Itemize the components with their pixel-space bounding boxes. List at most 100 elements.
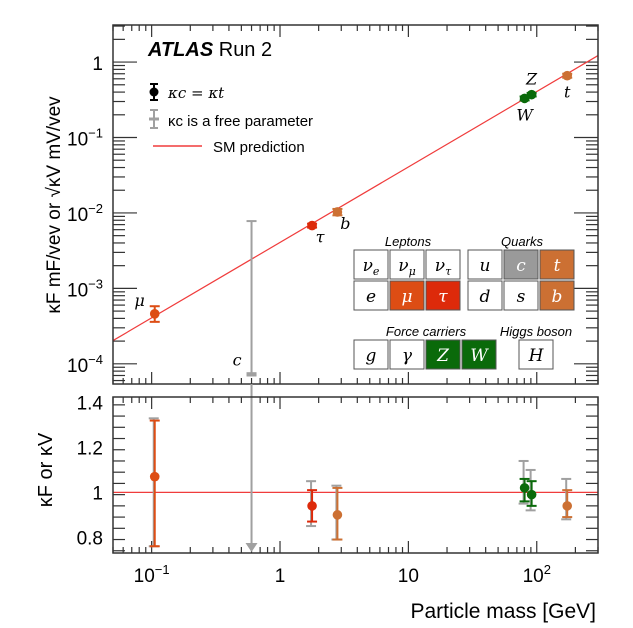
- marker: [562, 501, 573, 511]
- cell-symbol: b: [552, 287, 563, 307]
- marker: [332, 207, 343, 217]
- quark-cell-1: c: [503, 249, 539, 280]
- down-arrow-icon: [245, 543, 258, 552]
- group-title-quarks: Quarks: [501, 234, 543, 249]
- cell-symbol: c: [516, 256, 526, 276]
- y-tick-label: 10−3: [67, 276, 103, 301]
- cell-symbol: τ: [438, 287, 448, 307]
- lepton-cell-0: νe: [353, 249, 389, 280]
- legend-marker-black: [149, 87, 159, 97]
- quark-cell-5: b: [539, 280, 575, 311]
- ratio-point-Z: [525, 468, 537, 512]
- cell-box: [503, 280, 539, 311]
- force-cell-1: γ: [389, 339, 425, 370]
- cell-box: [503, 249, 539, 280]
- cell-symbol: e: [366, 287, 376, 307]
- marker: [307, 501, 317, 511]
- group-title-force-carriers: Force carriers: [386, 324, 467, 339]
- cell-box: [467, 280, 503, 311]
- y-tick-label: 1.2: [77, 439, 103, 460]
- point-label-c: c: [233, 351, 242, 370]
- legend-label-3: SM prediction: [213, 139, 305, 156]
- x-tick-label: 102: [523, 562, 551, 587]
- quark-cell-3: d: [467, 280, 503, 311]
- data-point-c: c: [233, 220, 257, 377]
- cell-symbol: ντ: [435, 256, 452, 278]
- legend-label-1: κc = κt: [167, 84, 225, 102]
- quark-cell-0: u: [467, 249, 503, 280]
- marker: [562, 70, 573, 81]
- y-tick-label: 10−1: [67, 126, 103, 151]
- ratio-point-μ: [148, 417, 160, 548]
- point-label-t: t: [564, 83, 571, 102]
- cell-symbol: t: [554, 256, 561, 276]
- legend-label-2: κc is a free parameter: [168, 113, 313, 130]
- cell-box: [389, 249, 425, 280]
- higgs-cell: H: [518, 339, 554, 370]
- y-tick-label: 0.8: [77, 528, 103, 549]
- bottom-panel: 1.4 1.2 1 0.8 10−1 1 10 102: [77, 384, 599, 587]
- point-label-Z: Z: [525, 70, 538, 89]
- marker: [519, 483, 530, 493]
- cell-symbol: W: [470, 346, 489, 366]
- axis-labels: Particle mass [GeV] κF mF/vev or √κV mV/v…: [35, 96, 596, 623]
- point-label-μ: μ: [134, 291, 144, 310]
- cell-box: [539, 280, 575, 311]
- y-tick-label: 1: [92, 54, 103, 75]
- marker: [149, 471, 160, 482]
- cell-box: [539, 249, 575, 280]
- cell-symbol: H: [528, 346, 545, 366]
- legend: ATLAS Run 2 κc = κt κc is a free parameter…: [147, 39, 313, 156]
- force-cell-0: g: [353, 339, 389, 370]
- force-cell-3: W: [461, 339, 497, 370]
- ratio-point-τ: [306, 480, 318, 528]
- cell-box: [467, 249, 503, 280]
- marker: [526, 89, 537, 100]
- ratio-point-t: [561, 477, 573, 521]
- cell-symbol: γ: [402, 346, 413, 366]
- cell-symbol: u: [480, 256, 491, 276]
- group-title-higgs: Higgs boson: [500, 324, 572, 339]
- cell-box: [425, 339, 461, 370]
- point-label-b: b: [340, 214, 350, 233]
- lepton-cell-4: μ: [389, 280, 425, 311]
- ratio-point-W: [518, 459, 530, 505]
- marker: [149, 309, 160, 319]
- y-tick-label: 10−4: [67, 352, 103, 377]
- lepton-cell-5: τ: [425, 280, 461, 311]
- x-tick-label: 10: [398, 566, 419, 587]
- cell-symbol: g: [366, 346, 377, 366]
- sm-prediction-line: [112, 55, 599, 342]
- y-tick-label: 1: [92, 483, 103, 504]
- y-tick-label: 10−2: [67, 201, 103, 226]
- x-tick-label: 10−1: [134, 562, 170, 587]
- cell-box: [353, 249, 389, 280]
- ratio-point-c: [245, 384, 258, 552]
- y-tick-label: 1.4: [77, 394, 104, 415]
- data-point-b: b: [332, 207, 351, 233]
- data-point-W: W: [516, 93, 534, 124]
- cell-symbol: νμ: [398, 256, 416, 278]
- cell-box: [389, 280, 425, 311]
- cell-symbol: d: [480, 287, 491, 307]
- data-point-μ: μ: [134, 291, 160, 323]
- point-label-τ: τ: [316, 228, 326, 247]
- x-axis-label: Particle mass [GeV]: [410, 600, 596, 623]
- chart-title: ATLAS Run 2: [147, 39, 272, 61]
- bottom-frame: [112, 396, 599, 554]
- cell-box: [353, 280, 389, 311]
- cell-box: [518, 339, 554, 370]
- data-point-Z: Z: [525, 70, 538, 100]
- ratio-point-b: [331, 484, 343, 541]
- marker: [307, 220, 317, 231]
- force-cell-2: Z: [425, 339, 461, 370]
- bottom-y-axis-label: κF or κV: [35, 432, 57, 507]
- marker: [332, 510, 343, 520]
- x-tick-label: 1: [275, 566, 286, 587]
- cell-symbol: μ: [401, 287, 412, 307]
- cell-box: [389, 339, 425, 370]
- lepton-cell-3: e: [353, 280, 389, 311]
- data-point-τ: τ: [307, 220, 326, 247]
